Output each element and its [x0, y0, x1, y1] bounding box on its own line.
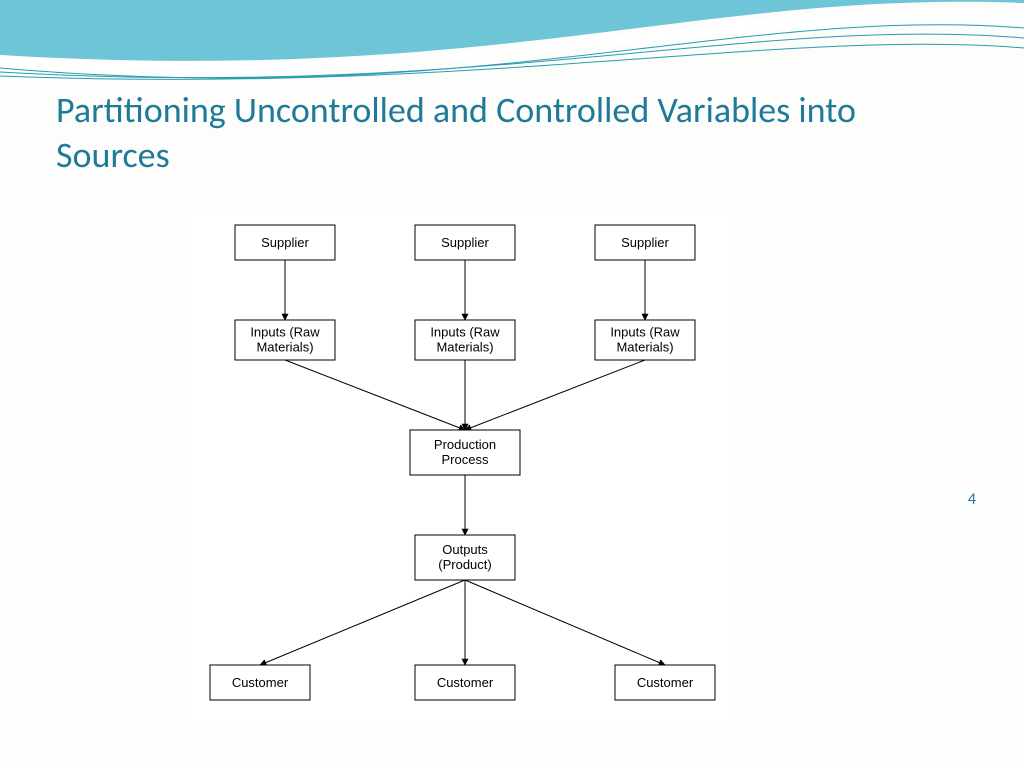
page-title: Partitioning Uncontrolled and Controlled… [56, 88, 936, 178]
svg-text:Materials): Materials) [436, 339, 493, 354]
flowchart-svg: SupplierSupplierSupplierInputs (RawMater… [190, 215, 730, 725]
svg-text:Supplier: Supplier [261, 235, 309, 250]
svg-text:Materials): Materials) [616, 339, 673, 354]
wave-line-3 [0, 44, 1024, 79]
flow-node-i1: Inputs (RawMaterials) [235, 320, 335, 360]
page-number: 4 [968, 490, 976, 509]
wave-fill [0, 0, 1024, 61]
svg-text:(Product): (Product) [438, 557, 491, 572]
svg-text:Customer: Customer [232, 675, 289, 690]
svg-text:Inputs (Raw: Inputs (Raw [250, 324, 320, 339]
svg-text:Supplier: Supplier [621, 235, 669, 250]
svg-text:Materials): Materials) [256, 339, 313, 354]
flow-edge [260, 580, 465, 665]
flow-node-i2: Inputs (RawMaterials) [415, 320, 515, 360]
wave-line-1 [0, 25, 1024, 78]
flow-node-s1: Supplier [235, 225, 335, 260]
flow-edge [465, 360, 645, 430]
svg-text:Customer: Customer [437, 675, 494, 690]
flow-node-c2: Customer [415, 665, 515, 700]
flow-node-s3: Supplier [595, 225, 695, 260]
flow-edge [465, 580, 665, 665]
flowchart-diagram: SupplierSupplierSupplierInputs (RawMater… [190, 215, 730, 725]
flow-edge [285, 360, 465, 430]
wave-white [0, 8, 1024, 72]
svg-text:Outputs: Outputs [442, 542, 488, 557]
svg-text:Inputs (Raw: Inputs (Raw [610, 324, 680, 339]
svg-text:Production: Production [434, 437, 496, 452]
flow-node-i3: Inputs (RawMaterials) [595, 320, 695, 360]
flow-node-out: Outputs(Product) [415, 535, 515, 580]
svg-text:Process: Process [442, 452, 489, 467]
wave-line-2 [0, 34, 1024, 78]
svg-text:Inputs (Raw: Inputs (Raw [430, 324, 500, 339]
svg-text:Supplier: Supplier [441, 235, 489, 250]
flow-node-s2: Supplier [415, 225, 515, 260]
flow-node-pp: ProductionProcess [410, 430, 520, 475]
svg-text:Customer: Customer [637, 675, 694, 690]
flow-node-c3: Customer [615, 665, 715, 700]
flow-node-c1: Customer [210, 665, 310, 700]
